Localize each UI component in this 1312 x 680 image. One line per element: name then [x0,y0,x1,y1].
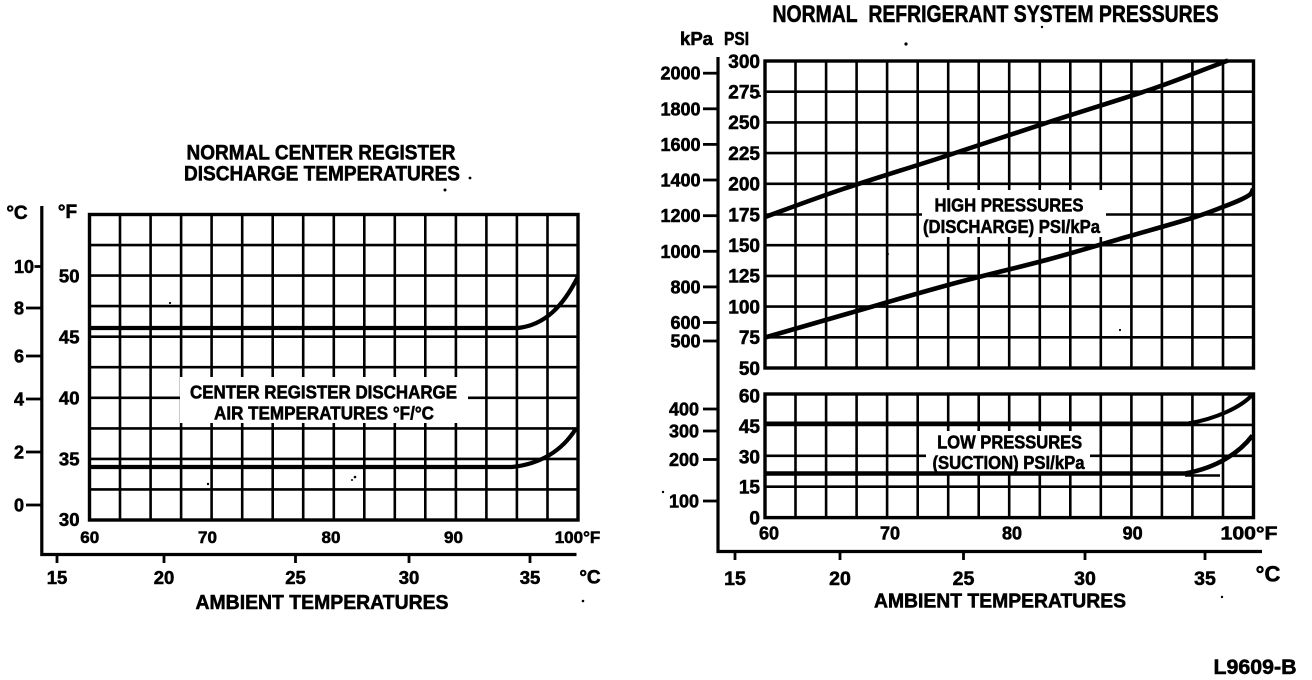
svg-text:70: 70 [880,524,900,544]
svg-text:°C: °C [579,568,601,589]
svg-text:AMBIENT TEMPERATURES: AMBIENT TEMPERATURES [196,592,449,614]
svg-text:150: 150 [728,236,760,257]
svg-text:NORMAL REFRIGERANT SYSTEM PRE: NORMAL REFRIGERANT SYSTEM PRESSURES [773,1,1219,28]
svg-text:AMBIENT TEMPERATURES: AMBIENT TEMPERATURES [874,591,1126,613]
svg-text:AIR TEMPERATURES °F/°C: AIR TEMPERATURES °F/°C [214,404,434,424]
svg-text:L9609-B: L9609-B [1214,656,1297,679]
svg-text:300: 300 [669,422,699,442]
svg-text:25: 25 [953,568,975,590]
svg-text:300: 300 [728,52,760,73]
svg-text:80: 80 [1002,524,1022,544]
svg-text:4: 4 [14,390,24,410]
svg-text:35: 35 [1194,568,1216,590]
svg-text:1000: 1000 [660,242,700,262]
svg-text:8: 8 [14,299,24,319]
svg-text:6: 6 [14,347,24,367]
svg-text:CENTER REGISTER DISCHARGE: CENTER REGISTER DISCHARGE [190,383,457,403]
svg-text:125: 125 [728,267,760,288]
svg-text:60: 60 [739,386,760,407]
svg-text:100: 100 [728,297,760,318]
svg-text:2: 2 [14,443,24,463]
svg-text:30: 30 [399,567,420,588]
svg-text:°C: °C [1256,562,1281,587]
svg-text:45: 45 [739,417,761,438]
svg-text:175: 175 [728,205,760,226]
svg-text:20: 20 [829,568,851,590]
svg-text:400: 400 [669,400,699,420]
svg-text:80: 80 [322,528,341,547]
svg-text:25: 25 [285,567,306,588]
svg-text:15: 15 [47,567,68,588]
svg-text:35: 35 [59,449,80,470]
svg-text:1800: 1800 [660,99,700,119]
svg-text:HIGH PRESSURES: HIGH PRESSURES [935,196,1084,216]
svg-text:225: 225 [728,144,760,165]
svg-text:200: 200 [728,175,760,196]
svg-text:(SUCTION) PSI/kPa: (SUCTION) PSI/kPa [933,453,1086,473]
svg-text:100°F: 100°F [1221,524,1278,544]
svg-text:275: 275 [728,83,760,104]
svg-text:100: 100 [669,492,699,512]
svg-text:250: 250 [728,113,760,134]
svg-text:40: 40 [59,388,80,409]
svg-text:PSI: PSI [724,29,749,49]
svg-text:°C: °C [6,203,28,224]
svg-text:2000: 2000 [660,64,700,84]
svg-text:1600: 1600 [660,135,700,155]
svg-text:75: 75 [739,328,761,349]
svg-text:800: 800 [670,277,700,297]
svg-text:30: 30 [59,509,80,530]
svg-text:0: 0 [749,508,760,529]
svg-text:°F: °F [58,202,77,223]
svg-text:1400: 1400 [660,171,700,191]
svg-text:30: 30 [1074,568,1096,590]
svg-text:20: 20 [154,567,175,588]
svg-text:35: 35 [520,567,541,588]
svg-text:15: 15 [724,568,746,590]
svg-text:NORMAL CENTER REGISTER: NORMAL CENTER REGISTER [187,142,456,165]
svg-text:kPa: kPa [680,29,714,49]
svg-text:50: 50 [59,265,80,286]
svg-text:60: 60 [80,528,99,547]
svg-text:90: 90 [444,528,463,547]
svg-text:15: 15 [739,478,761,499]
svg-text:50: 50 [739,359,760,380]
svg-text:DISCHARGE TEMPERATURES: DISCHARGE TEMPERATURES [184,163,460,186]
svg-text:0: 0 [14,496,24,516]
svg-text:LOW PRESSURES: LOW PRESSURES [937,433,1082,453]
svg-text:10: 10 [14,257,34,277]
svg-text:200: 200 [669,450,699,470]
svg-text:100°F: 100°F [555,528,601,547]
svg-text:90: 90 [1123,524,1143,544]
svg-text:1200: 1200 [660,206,700,226]
svg-text:30: 30 [739,447,760,468]
svg-text:60: 60 [759,524,779,544]
svg-text:500: 500 [670,332,700,352]
svg-text:600: 600 [670,313,700,333]
svg-text:70: 70 [198,528,217,547]
svg-text:45: 45 [59,327,80,348]
svg-text:(DISCHARGE) PSI/kPa: (DISCHARGE) PSI/kPa [923,217,1101,237]
